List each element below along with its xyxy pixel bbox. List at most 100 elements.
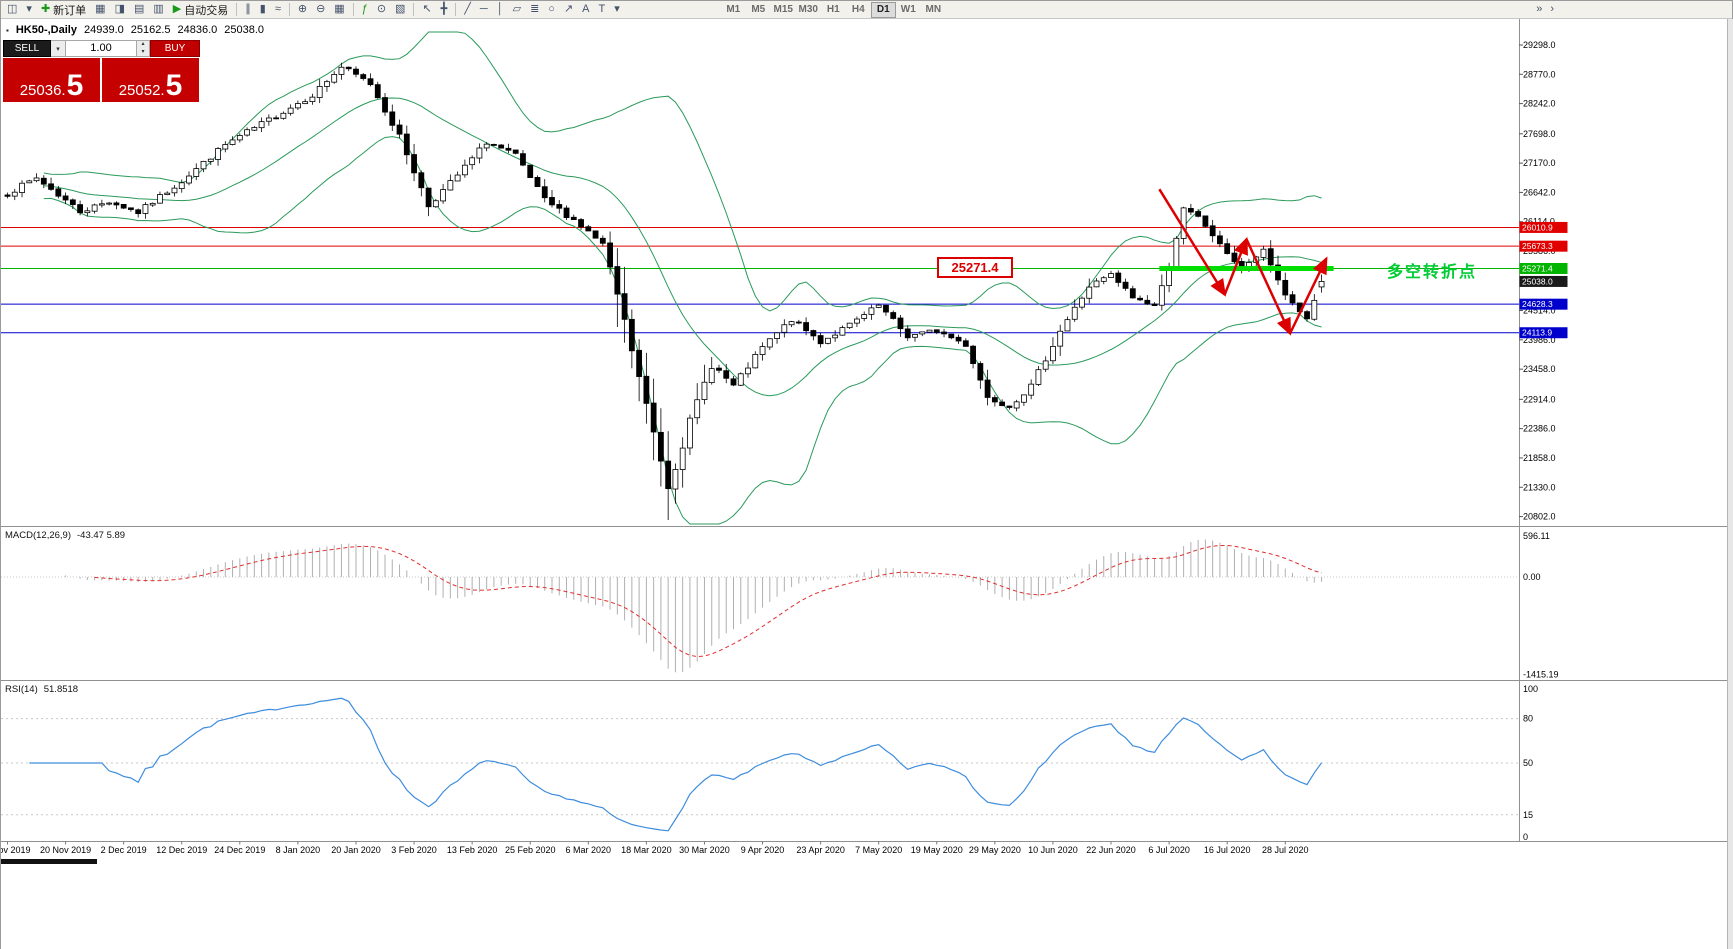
fibonacci-button[interactable]: ≣: [526, 2, 543, 18]
chart-header: ▪ HK50-,Daily 24939.0 25162.5 24836.0 25…: [6, 24, 264, 36]
timeframe-mn-button[interactable]: MN: [921, 2, 946, 18]
timeframe-m5-button[interactable]: M5: [746, 2, 771, 18]
navigator-button[interactable]: ▤: [130, 2, 148, 18]
vertical-line-button[interactable]: │: [493, 2, 508, 18]
ohlc-high: 25162.5: [130, 24, 171, 36]
svg-text:28242.0: 28242.0: [1523, 99, 1556, 109]
sell-price-panel[interactable]: 25036. 5: [3, 58, 100, 102]
auto-scroll-icon: »: [1536, 3, 1543, 15]
svg-text:8 Jan 2020: 8 Jan 2020: [276, 845, 321, 855]
svg-text:7 Nov 2019: 7 Nov 2019: [1, 845, 31, 855]
spin-down-icon[interactable]: ▾: [136, 48, 149, 56]
periods-icon: ⊙: [376, 3, 387, 15]
zoom-in-button[interactable]: ⊕: [294, 2, 311, 18]
line-chart-icon: ≈: [274, 3, 281, 15]
toolbar-separator: [455, 3, 457, 16]
svg-text:80: 80: [1523, 714, 1533, 724]
buy-button[interactable]: BUY: [150, 40, 200, 57]
volume-input[interactable]: 1.00 ▴ ▾: [66, 40, 150, 57]
chart-shift-icon: ›: [1550, 3, 1554, 15]
svg-text:21330.0: 21330.0: [1523, 482, 1556, 492]
svg-text:25 Feb 2020: 25 Feb 2020: [505, 845, 556, 855]
sell-price: 25036.: [19, 81, 66, 99]
bar-chart-button[interactable]: ∥: [241, 2, 255, 18]
vertical-scrollbar[interactable]: [1727, 19, 1733, 949]
indicators-button[interactable]: ƒ: [358, 2, 372, 18]
cursor-icon: ↖: [422, 3, 432, 15]
timeframe-m1-button[interactable]: M1: [721, 2, 746, 18]
timeframe-d1-button[interactable]: D1: [870, 1, 896, 18]
svg-text:596.11: 596.11: [1523, 531, 1550, 541]
chart-dropdown-button[interactable]: ▾: [22, 2, 36, 18]
ohlc-close: 25038.0: [224, 24, 265, 36]
timeframe-h4-button[interactable]: H4: [846, 2, 871, 18]
auto-scroll-button[interactable]: »: [1532, 2, 1546, 18]
svg-text:10 Jun 2020: 10 Jun 2020: [1028, 845, 1078, 855]
price-level-callout[interactable]: 25271.4: [937, 257, 1013, 279]
spin-up-icon[interactable]: ▴: [136, 41, 149, 49]
svg-text:23986.0: 23986.0: [1523, 335, 1556, 345]
volume-dropdown-icon[interactable]: ▾: [51, 40, 66, 57]
crosshair-button[interactable]: ╋: [437, 2, 452, 18]
sell-button[interactable]: SELL: [3, 40, 51, 57]
vertical-line-icon: │: [496, 3, 504, 15]
terminal-button[interactable]: ▥: [149, 2, 167, 18]
horizontal-line-button[interactable]: ─: [476, 2, 492, 18]
svg-text:15: 15: [1523, 810, 1533, 820]
timeframe-h1-button[interactable]: H1: [821, 2, 846, 18]
navigator-icon: ▤: [133, 3, 145, 15]
new-chart-icon: ◫: [7, 3, 18, 15]
templates-button[interactable]: ▧: [391, 2, 409, 18]
volume-spinner[interactable]: ▴ ▾: [136, 41, 149, 56]
bar-chart-icon: ∥: [245, 3, 251, 15]
cursor-button[interactable]: ↖: [418, 2, 435, 18]
svg-text:29 May 2020: 29 May 2020: [969, 845, 1021, 855]
svg-text:18 Mar 2020: 18 Mar 2020: [621, 845, 672, 855]
tools-dropdown-button[interactable]: ▾: [610, 2, 624, 18]
svg-text:24113.9: 24113.9: [1522, 328, 1552, 338]
svg-text:26642.0: 26642.0: [1523, 187, 1556, 197]
market-watch-button[interactable]: ▦: [91, 2, 109, 18]
label-button[interactable]: T: [595, 2, 610, 18]
toolbar-right-group: » ›: [1532, 2, 1558, 18]
volume-value[interactable]: 1.00: [90, 42, 112, 54]
timeframe-w1-button[interactable]: W1: [896, 2, 921, 18]
svg-text:100: 100: [1523, 684, 1538, 694]
buy-price: 25052.: [118, 81, 165, 99]
price-chart-canvas[interactable]: 29298.0 28770.0 28242.0 27698.0 27170.0 26642…: [1, 19, 1733, 949]
crosshair-icon: ╋: [440, 3, 448, 15]
toolbar-separator: [236, 3, 238, 16]
timeframe-m30-button[interactable]: M30: [796, 2, 821, 18]
chart-shift-button[interactable]: ›: [1546, 2, 1558, 18]
auto-trading-button[interactable]: ▶ 自动交易: [169, 2, 232, 18]
channel-button[interactable]: ▱: [509, 2, 525, 18]
rsi-panel-label: RSI(14) 51.8518: [5, 684, 78, 695]
channel-icon: ▱: [512, 3, 522, 15]
timeframe-m15-button[interactable]: M15: [771, 2, 796, 18]
periods-button[interactable]: ⊙: [373, 2, 390, 18]
line-chart-button[interactable]: ≈: [271, 2, 285, 18]
auto-trading-label: 自动交易: [184, 4, 229, 17]
svg-text:9 Apr 2020: 9 Apr 2020: [741, 845, 785, 855]
trendline-button[interactable]: ╱: [460, 2, 475, 18]
svg-text:50: 50: [1523, 758, 1533, 768]
text-button[interactable]: A: [578, 2, 593, 18]
svg-text:27698.0: 27698.0: [1523, 129, 1556, 139]
zoom-out-button[interactable]: ⊖: [312, 2, 329, 18]
new-order-button[interactable]: ✚ 新订单: [37, 2, 90, 18]
svg-text:20 Jan 2020: 20 Jan 2020: [331, 845, 381, 855]
tile-windows-button[interactable]: ▦: [330, 2, 348, 18]
new-order-icon: ✚: [40, 3, 51, 15]
shapes-button[interactable]: ○: [544, 2, 559, 18]
svg-text:24 Dec 2019: 24 Dec 2019: [214, 845, 265, 855]
arrows-button[interactable]: ↗: [560, 2, 577, 18]
sell-price-pips: 5: [66, 69, 84, 103]
buy-price-panel[interactable]: 25052. 5: [102, 58, 199, 102]
data-window-button[interactable]: ◨: [111, 2, 129, 18]
candle-chart-button[interactable]: ▮: [256, 2, 270, 18]
new-chart-button[interactable]: ◫: [3, 2, 21, 18]
svg-text:7 May 2020: 7 May 2020: [855, 845, 902, 855]
new-order-label: 新订单: [53, 4, 87, 17]
svg-text:6 Mar 2020: 6 Mar 2020: [566, 845, 612, 855]
